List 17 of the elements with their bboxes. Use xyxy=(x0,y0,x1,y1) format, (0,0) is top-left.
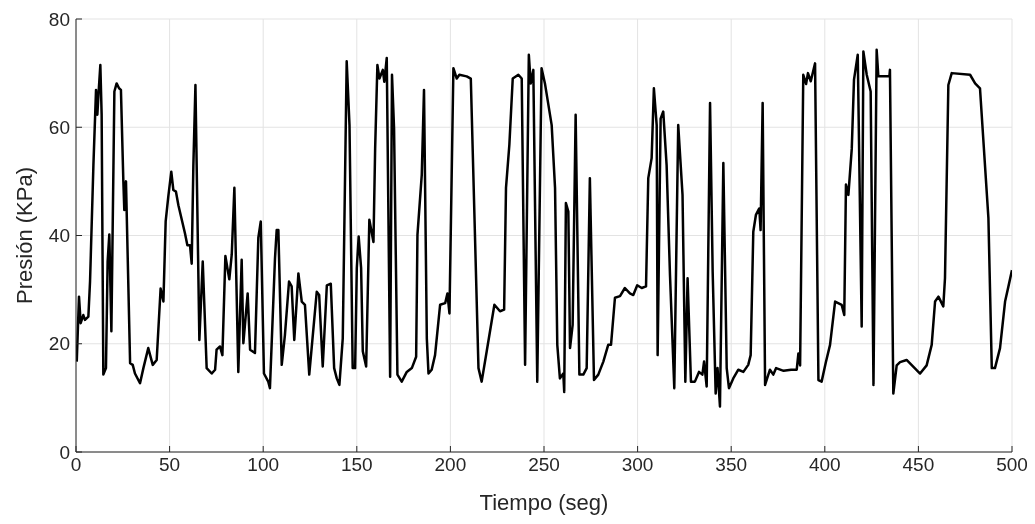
y-tick-label: 80 xyxy=(48,8,70,30)
x-tick-label: 300 xyxy=(621,454,654,476)
line-series xyxy=(76,48,1012,408)
y-axis-title: Presión (KPa) xyxy=(11,167,37,304)
x-tick-label: 200 xyxy=(434,454,467,476)
x-tick-label: 400 xyxy=(808,454,841,476)
x-tick-label: 350 xyxy=(715,454,748,476)
y-tick-label: 60 xyxy=(48,117,70,138)
x-tick-label: 150 xyxy=(340,454,373,476)
y-tick-label: 20 xyxy=(48,333,70,355)
y-tick-label: 40 xyxy=(48,225,70,247)
x-tick-label: 500 xyxy=(996,454,1028,476)
x-tick-label: 100 xyxy=(247,454,280,476)
x-tick-label: 250 xyxy=(528,454,560,476)
x-tick-label: 50 xyxy=(159,454,181,476)
x-tick-label: 450 xyxy=(902,454,935,476)
x-axis-title: Tiempo (seg) xyxy=(479,490,609,515)
